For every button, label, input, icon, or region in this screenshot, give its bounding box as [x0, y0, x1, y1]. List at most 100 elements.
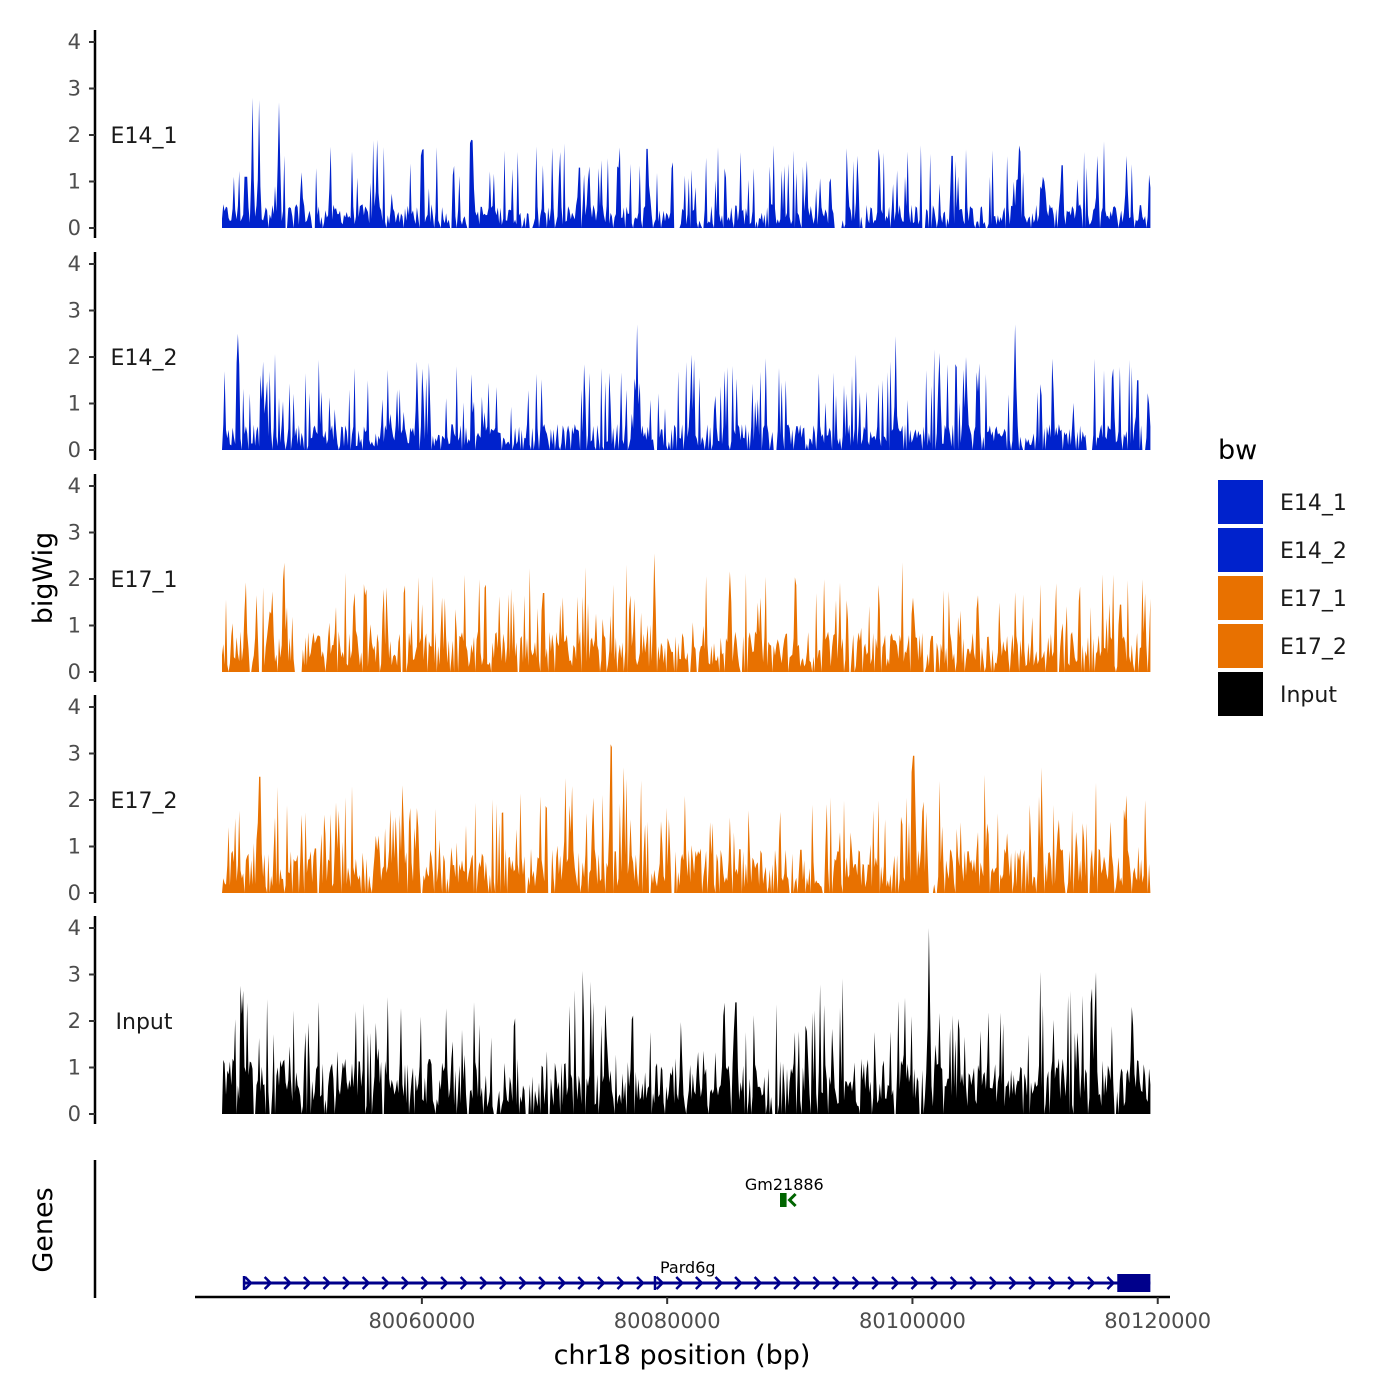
legend-label: E17_2 — [1280, 635, 1347, 660]
strand-arrow — [1047, 1276, 1057, 1290]
signal-area — [222, 97, 1151, 228]
y-tick-label: 2 — [68, 123, 81, 147]
strand-arrow — [969, 1276, 979, 1290]
strand-arrow — [440, 1276, 449, 1290]
signal-area — [222, 324, 1151, 450]
strand-arrow — [890, 1276, 900, 1290]
strand-arrow — [263, 1276, 273, 1290]
strand-arrow — [1106, 1276, 1116, 1290]
strand-arrow — [381, 1276, 391, 1290]
strand-arrow — [1067, 1276, 1077, 1290]
strand-arrow — [655, 1276, 665, 1290]
y-tick-label: 0 — [68, 1102, 81, 1126]
strand-arrow — [302, 1276, 312, 1290]
y-tick-label: 2 — [68, 345, 81, 369]
strand-arrow — [1028, 1276, 1037, 1290]
gene-pard6g: Pard6g — [242, 1258, 1151, 1292]
x-tick-label: 80060000 — [368, 1309, 475, 1333]
strand-arrow — [753, 1276, 763, 1290]
y-tick-label: 0 — [68, 216, 81, 240]
track-label: E17_1 — [111, 568, 178, 593]
strand-arrow — [1008, 1276, 1018, 1290]
y-tick-label: 0 — [68, 881, 81, 905]
strand-arrow — [851, 1276, 861, 1290]
legend-entry-input: Input — [1218, 672, 1337, 716]
legend-label: E14_1 — [1280, 491, 1347, 516]
x-tick-label: 80120000 — [1104, 1309, 1211, 1333]
x-tick-label: 80100000 — [859, 1309, 966, 1333]
y-tick-label: 0 — [68, 660, 81, 684]
gene-label: Gm21886 — [745, 1175, 824, 1194]
legend-entry-e14-2: E14_2 — [1218, 528, 1347, 572]
strand-arrow — [832, 1276, 841, 1290]
y-tick-label: 2 — [68, 567, 81, 591]
legend-entry-e17-2: E17_2 — [1218, 624, 1347, 668]
y-tick-label: 3 — [68, 521, 81, 545]
track-label: E14_1 — [111, 124, 178, 149]
legend-swatch — [1218, 624, 1263, 668]
strand-arrow — [792, 1276, 802, 1290]
y-tick-label: 3 — [68, 963, 81, 987]
legend-swatch — [1218, 528, 1263, 572]
strand-arrow — [498, 1276, 508, 1290]
strand-arrow — [479, 1276, 489, 1290]
legend-entry-e17-1: E17_1 — [1218, 576, 1347, 620]
y-tick-label: 4 — [68, 916, 81, 940]
y-tick-label: 2 — [68, 1009, 81, 1033]
gene-gm21886: Gm21886 — [745, 1175, 824, 1208]
y-tick-label: 3 — [68, 299, 81, 323]
legend-swatch — [1218, 576, 1263, 620]
x-tick-label: 80080000 — [614, 1309, 721, 1333]
strand-arrow — [773, 1276, 783, 1290]
strand-arrow — [675, 1276, 685, 1290]
track-e14-1: 0 1 2 3 4 E14_1 — [68, 30, 1151, 240]
legend-swatch — [1218, 480, 1263, 524]
y-tick-label: 1 — [68, 170, 81, 194]
strand-arrow — [949, 1276, 959, 1290]
strand-arrow — [283, 1276, 293, 1290]
strand-arrow — [538, 1276, 547, 1290]
y-tick-label: 4 — [68, 30, 81, 54]
strand-arrow — [787, 1192, 797, 1208]
track-label: Input — [116, 1010, 173, 1035]
strand-arrow — [694, 1276, 704, 1290]
signal-area — [222, 928, 1151, 1114]
track-label: E14_2 — [111, 346, 178, 371]
legend-label: E17_1 — [1280, 587, 1347, 612]
track-e14-2: 0 1 2 3 4 E14_2 — [68, 252, 1151, 462]
y-axis-title: bigWig — [28, 532, 59, 625]
strand-arrow — [1086, 1276, 1096, 1290]
legend-swatch — [1218, 672, 1263, 716]
strand-arrow — [361, 1276, 371, 1290]
strand-arrow — [244, 1276, 253, 1290]
legend-label: Input — [1280, 683, 1337, 708]
gene-exon — [1117, 1274, 1151, 1292]
y-tick-label: 4 — [68, 474, 81, 498]
track-input: 0 1 2 3 4 Input — [68, 916, 1151, 1126]
y-tick-label: 3 — [68, 742, 81, 766]
legend-title: bw — [1218, 435, 1257, 466]
y-tick-label: 3 — [68, 77, 81, 101]
signal-area — [222, 744, 1151, 893]
bigwig-tracks: 0 1 2 3 4 E14_1 0 1 2 3 4 E14_2 0 1 2 3 4 E17_1 0 1 2 3 4 E17_2… — [68, 30, 1151, 1126]
y-tick-label: 1 — [68, 1056, 81, 1080]
x-axis: 80060000 80080000 80100000 80120000 — [195, 1295, 1211, 1333]
y-tick-label: 1 — [68, 614, 81, 638]
genes-track: Gm21886 Pard6g — [93, 1160, 1151, 1298]
legend-label: E14_2 — [1280, 539, 1347, 564]
track-e17-1: 0 1 2 3 4 E17_1 — [68, 474, 1151, 684]
y-tick-label: 1 — [68, 835, 81, 859]
strand-arrow — [420, 1276, 430, 1290]
y-tick-label: 2 — [68, 788, 81, 812]
strand-arrow — [636, 1276, 645, 1290]
strand-arrow — [616, 1276, 626, 1290]
track-e17-2: 0 1 2 3 4 E17_2 — [68, 695, 1151, 905]
x-axis-title: chr18 position (bp) — [554, 1340, 811, 1371]
strand-arrow — [322, 1276, 332, 1290]
genes-axis-title: Genes — [28, 1187, 59, 1272]
legend-entry-e14-1: E14_1 — [1218, 480, 1347, 524]
strand-arrow — [988, 1276, 998, 1290]
strand-arrow — [459, 1276, 469, 1290]
y-tick-label: 4 — [68, 695, 81, 719]
